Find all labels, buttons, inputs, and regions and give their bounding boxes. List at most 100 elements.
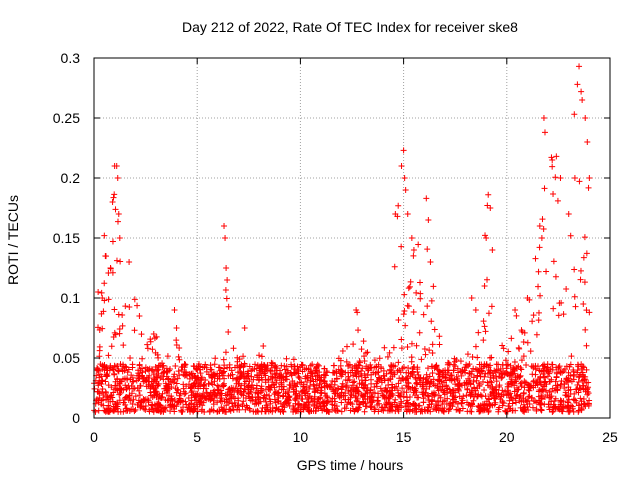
data-point-1906 bbox=[216, 373, 223, 380]
data-point-2491 bbox=[276, 373, 283, 380]
data-point-1821 bbox=[109, 394, 116, 401]
data-point-2443 bbox=[245, 382, 252, 389]
data-point-2066 bbox=[136, 387, 143, 394]
data-point-2653 bbox=[578, 88, 585, 95]
data-point-1762 bbox=[171, 371, 178, 378]
data-point-1920 bbox=[428, 318, 435, 325]
data-point-482 bbox=[234, 402, 241, 409]
data-point-1657 bbox=[129, 378, 136, 385]
data-point-2134 bbox=[207, 362, 214, 369]
data-point-2543 bbox=[315, 405, 322, 412]
data-point-2575 bbox=[226, 391, 233, 398]
data-point-1924 bbox=[557, 406, 564, 413]
data-point-1944 bbox=[233, 374, 240, 381]
data-point-2643 bbox=[536, 223, 543, 229]
data-point-1881 bbox=[518, 379, 525, 386]
data-point-1974 bbox=[216, 391, 223, 398]
data-point-549 bbox=[100, 402, 107, 409]
data-point-2142 bbox=[135, 399, 142, 406]
data-point-2532 bbox=[570, 376, 577, 383]
y-tick-label-3: 0.15 bbox=[53, 230, 80, 246]
data-point-2527 bbox=[131, 385, 138, 392]
data-point-2430 bbox=[122, 394, 129, 401]
data-point-1431 bbox=[345, 387, 352, 394]
data-point-1910 bbox=[552, 174, 559, 181]
data-point-1614 bbox=[577, 267, 584, 274]
data-point-1388 bbox=[296, 379, 303, 386]
data-point-1952 bbox=[576, 402, 583, 409]
data-point-2610 bbox=[116, 235, 123, 241]
data-point-1651 bbox=[399, 374, 406, 381]
data-point-2657 bbox=[586, 175, 593, 181]
data-point-2185 bbox=[147, 338, 154, 345]
data-point-1417 bbox=[236, 406, 243, 413]
data-point-2122 bbox=[112, 382, 119, 389]
data-point-2238 bbox=[267, 384, 274, 391]
data-point-1767 bbox=[202, 395, 209, 402]
x-tick-label-2: 10 bbox=[293, 429, 309, 445]
data-point-241 bbox=[429, 341, 436, 348]
data-point-2538 bbox=[221, 375, 228, 382]
data-point-2260 bbox=[500, 345, 507, 352]
data-point-2562 bbox=[209, 393, 216, 400]
data-point-1909 bbox=[222, 349, 229, 356]
data-point-2143 bbox=[357, 370, 364, 377]
data-point-1384 bbox=[182, 390, 189, 397]
data-point-2412 bbox=[321, 378, 328, 385]
data-point-1536 bbox=[451, 355, 458, 362]
data-point-129 bbox=[381, 344, 388, 351]
data-point-1366 bbox=[126, 303, 133, 310]
data-point-2371 bbox=[403, 407, 410, 414]
data-point-2573 bbox=[154, 374, 161, 381]
data-point-2542 bbox=[337, 392, 344, 399]
data-point-2483 bbox=[368, 404, 375, 411]
data-point-2379 bbox=[100, 363, 107, 370]
data-point-1444 bbox=[134, 384, 141, 391]
data-point-2037 bbox=[243, 402, 250, 409]
data-point-982 bbox=[331, 395, 338, 402]
data-point-2548 bbox=[314, 372, 321, 379]
data-point-1696 bbox=[273, 404, 280, 411]
data-point-2149 bbox=[223, 402, 230, 409]
data-point-1580 bbox=[160, 369, 167, 376]
data-point-2261 bbox=[376, 376, 383, 383]
data-point-2282 bbox=[490, 372, 497, 379]
data-point-1940 bbox=[364, 384, 371, 391]
data-point-2297 bbox=[203, 368, 210, 375]
data-point-792 bbox=[107, 393, 114, 400]
y-tick-label-4: 0.2 bbox=[61, 170, 81, 186]
data-point-1334 bbox=[393, 383, 400, 390]
data-point-1885 bbox=[350, 379, 357, 386]
data-point-2465 bbox=[447, 390, 454, 397]
data-point-2259 bbox=[394, 401, 401, 408]
data-point-2513 bbox=[297, 408, 304, 415]
data-point-1681 bbox=[144, 345, 151, 352]
data-point-2243 bbox=[332, 390, 339, 397]
data-point-1852 bbox=[95, 324, 102, 331]
data-point-342 bbox=[585, 390, 592, 397]
data-point-646 bbox=[133, 377, 140, 384]
data-point-130 bbox=[234, 369, 241, 376]
data-point-2310 bbox=[487, 402, 494, 409]
data-point-1635 bbox=[534, 363, 541, 370]
data-point-2407 bbox=[580, 400, 587, 407]
data-point-2198 bbox=[485, 382, 492, 389]
data-point-2393 bbox=[375, 400, 382, 407]
data-point-2283 bbox=[437, 394, 444, 401]
data-point-2192 bbox=[452, 389, 459, 396]
data-point-1775 bbox=[359, 392, 366, 399]
data-point-2406 bbox=[502, 370, 509, 377]
data-point-2496 bbox=[211, 378, 218, 385]
data-point-1736 bbox=[344, 401, 351, 408]
data-point-1319 bbox=[486, 402, 493, 409]
data-point-1931 bbox=[477, 392, 484, 399]
data-point-2058 bbox=[162, 404, 169, 411]
data-point-1850 bbox=[225, 372, 232, 379]
data-point-621 bbox=[317, 389, 324, 396]
data-point-2424 bbox=[496, 369, 503, 376]
data-point-893 bbox=[98, 289, 105, 296]
data-point-1352 bbox=[452, 381, 459, 388]
data-point-1712 bbox=[197, 383, 204, 390]
data-point-1923 bbox=[313, 382, 320, 389]
data-point-858 bbox=[248, 373, 255, 380]
